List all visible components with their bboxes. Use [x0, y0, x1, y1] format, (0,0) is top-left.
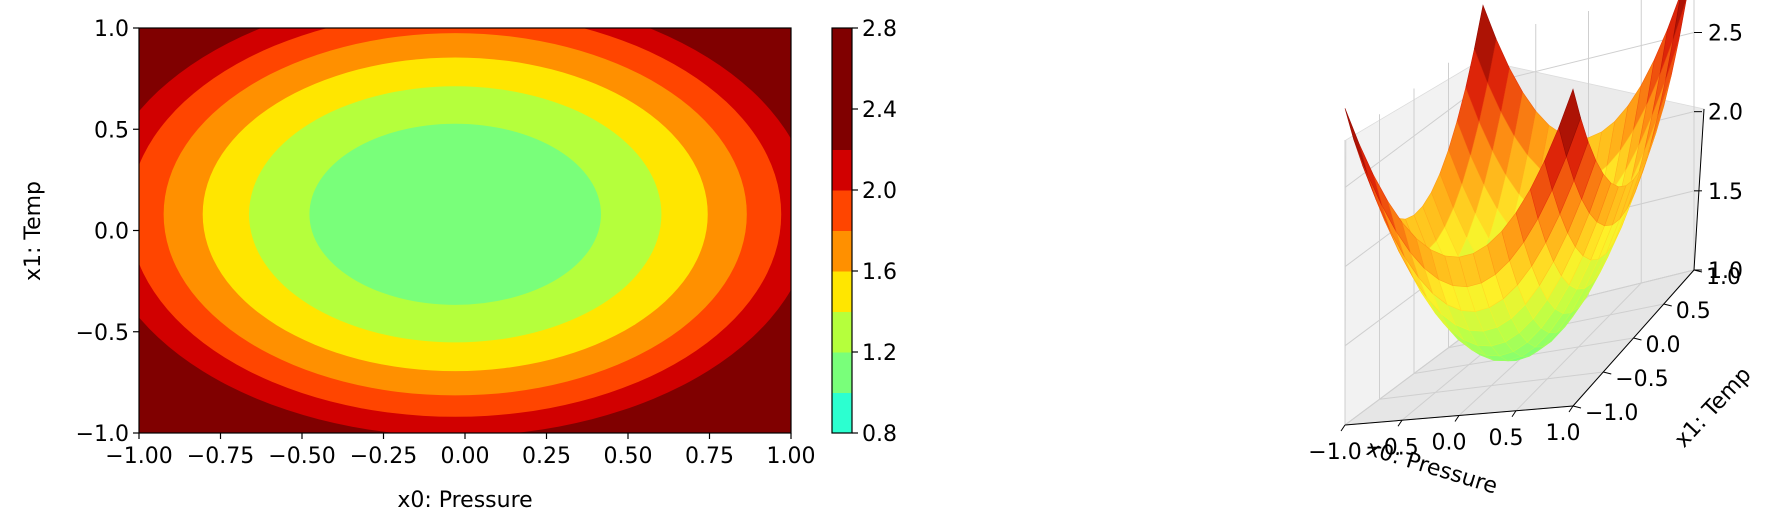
colorbar-band [832, 311, 852, 353]
surface-x-tick-mark [1511, 410, 1517, 418]
surface-x-tick-mark [1568, 405, 1574, 413]
x-tick-label: −0.50 [268, 444, 335, 469]
x-tick-label: 0.50 [604, 444, 653, 469]
y-tick-label: −1.0 [76, 422, 129, 447]
colorbar-tick-label: 2.0 [862, 179, 897, 204]
colorbar-fills [832, 28, 852, 434]
colorbar-band [832, 392, 852, 434]
colorbar-band [832, 109, 852, 150]
y-tick-label: −0.5 [76, 321, 129, 346]
colorbar-band [832, 271, 852, 312]
surface-z-axis-line [1693, 108, 1705, 271]
colorbar-tick-label: 2.4 [862, 98, 897, 123]
colorbar-frame [831, 27, 853, 434]
surface-y-tick-mark [1633, 337, 1642, 341]
surface-plot: −1.0 −0.5 0.0 0.5 1.0 −1.0−0.50.00.51.0 1.01… [1308, 0, 1757, 500]
colorbar-band [832, 190, 852, 231]
surface-x-tick-label: 1.0 [1546, 421, 1581, 446]
surface-z-tick-label: 1.5 [1708, 180, 1743, 205]
surface-y-axis-label: x1: Temp [1670, 362, 1757, 452]
y-tick-label: 1.0 [94, 17, 129, 42]
x-tick-label: −0.75 [187, 444, 254, 469]
colorbar: 0.8 1.2 1.6 2.0 2.4 2.8 [831, 17, 897, 447]
colorbar-band [832, 68, 852, 110]
x-tick-label: 1.00 [767, 444, 816, 469]
y-tick-label: 0.5 [94, 118, 129, 143]
surface-x-tick-label: −1.0 [1308, 440, 1361, 465]
surface-x-tick-label: 0.5 [1489, 426, 1524, 451]
surface-y-tick-label: 0.5 [1676, 299, 1711, 324]
colorbar-tick-label: 0.8 [862, 422, 897, 447]
surface-x-tick-mark [1397, 419, 1403, 427]
x-tick-label: 0.00 [441, 444, 490, 469]
surface-faces [1344, 0, 1687, 362]
contour-band [309, 123, 602, 305]
surface-grid-line [1515, 282, 1642, 412]
colorbar-tick-label: 2.8 [862, 17, 897, 42]
surface-y-tick-mark [1603, 371, 1612, 375]
colorbar-tick-label: 1.6 [862, 260, 897, 285]
contour-y-axis-label: x1: Temp [21, 181, 46, 281]
surface-y-tick-label: 0.0 [1646, 333, 1681, 358]
surface-y-tick-label: 1.0 [1706, 265, 1741, 290]
surface-y-tick-label: −1.0 [1585, 401, 1638, 426]
contour-y-ticks: −1.0 −0.5 0.0 0.5 1.0 [76, 17, 139, 447]
colorbar-ticks: 0.8 1.2 1.6 2.0 2.4 2.8 [852, 17, 897, 447]
surface-z-ticks: 1.0 1.5 2.0 2.5 [1694, 22, 1743, 284]
surface-face [1558, 88, 1581, 158]
colorbar-band [832, 149, 852, 191]
surface-y-tick-mark [1572, 405, 1582, 409]
surface-y-tick-mark [1663, 303, 1672, 307]
surface-z-tick-label: 2.5 [1708, 22, 1743, 47]
surface-x-ticks: −1.0 −0.5 0.0 0.5 1.0 [1308, 405, 1581, 465]
surface-z-tick-label: 1.0 [1708, 259, 1743, 284]
contour-fills [139, 28, 791, 433]
surface-x-tick-mark [1340, 424, 1346, 432]
y-tick-label: 0.0 [94, 220, 129, 245]
x-tick-label: −0.25 [350, 444, 417, 469]
x-tick-label: −1.00 [105, 444, 172, 469]
x-tick-label: 0.25 [522, 444, 571, 469]
surface-y-tick-label: −0.5 [1615, 367, 1668, 392]
contour-x-axis-label: x0: Pressure [397, 488, 532, 513]
surface-x-tick-label: −0.5 [1365, 435, 1418, 460]
surface-z-tick-label: 2.0 [1708, 101, 1743, 126]
colorbar-band [832, 28, 852, 69]
surface-y-ticks: −1.0 −0.5 0.0 0.5 1.0 [1572, 265, 1741, 426]
colorbar-tick-label: 1.2 [862, 341, 897, 366]
surface-x-tick-mark [1454, 415, 1460, 422]
contour-x-ticks: −1.00 −0.75 −0.50 −0.25 0.00 0.25 0.50 0.75 1.00 [105, 433, 815, 469]
colorbar-band [832, 230, 852, 272]
contour-plot: −1.00 −0.75 −0.50 −0.25 0.00 0.25 0.50 0.75 1.00… [21, 17, 815, 513]
surface-x-tick-label: 0.0 [1432, 431, 1467, 456]
x-tick-label: 0.75 [685, 444, 734, 469]
colorbar-band [832, 352, 852, 393]
